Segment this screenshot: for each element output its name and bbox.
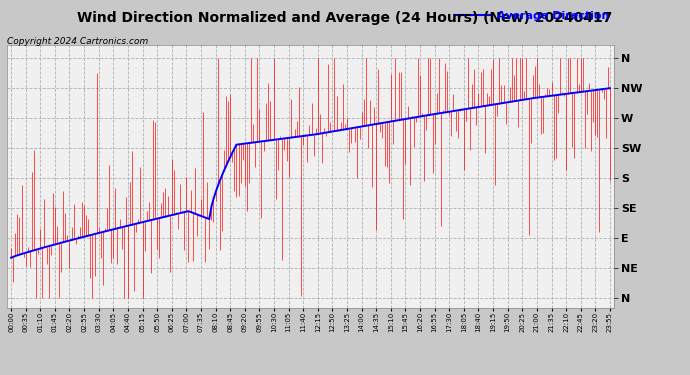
Text: Wind Direction Normalized and Average (24 Hours) (New) 20240417: Wind Direction Normalized and Average (2… bbox=[77, 11, 613, 25]
Text: Average Direction: Average Direction bbox=[497, 11, 609, 21]
Text: Copyright 2024 Cartronics.com: Copyright 2024 Cartronics.com bbox=[7, 38, 148, 46]
